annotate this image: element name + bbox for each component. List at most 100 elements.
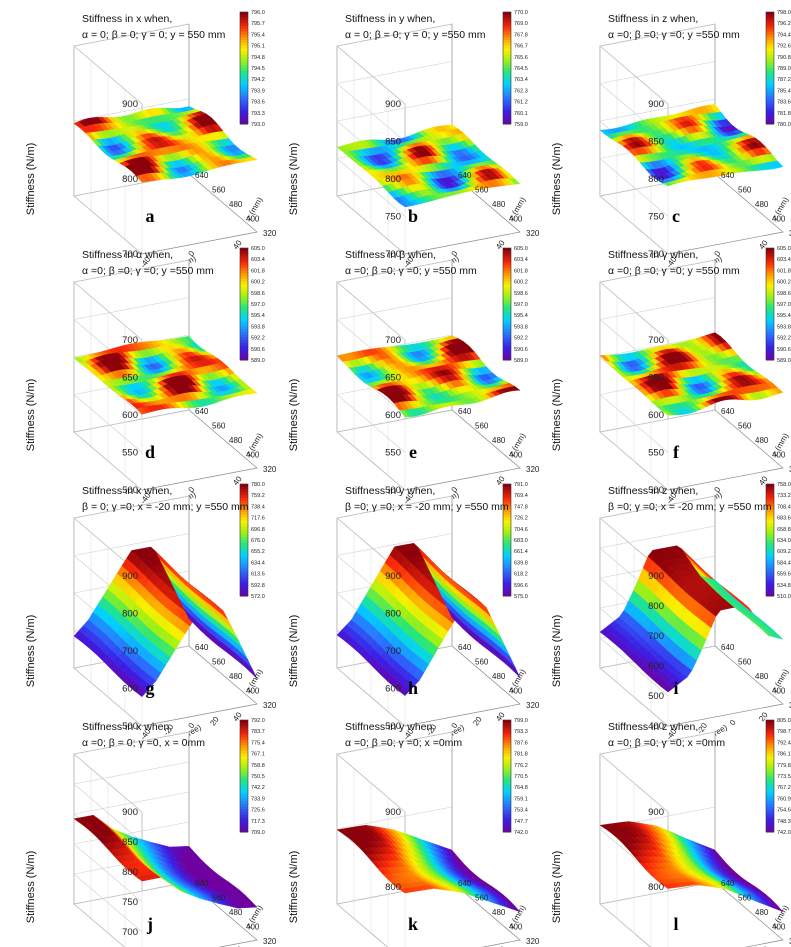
y-tick-label: 480 bbox=[755, 908, 769, 917]
colorbar-band bbox=[503, 790, 511, 794]
colorbar: 770.0 769.0 767.8 766.7 765.6 764.5 763.4 762.3… bbox=[502, 10, 528, 128]
colorbar-band bbox=[503, 256, 511, 260]
colorbar-band bbox=[503, 503, 511, 507]
colorbar-tick-label: 776.2 bbox=[514, 763, 528, 769]
colorbar-band bbox=[503, 26, 511, 30]
colorbar-band bbox=[503, 498, 511, 502]
title-line-2: α =0; β = 0; γ =0, x = 0mm bbox=[82, 737, 205, 749]
colorbar-band bbox=[240, 121, 248, 125]
y-tick-label: 480 bbox=[229, 200, 243, 209]
colorbar-band bbox=[240, 256, 248, 260]
colorbar-band bbox=[240, 792, 248, 797]
colorbar-band bbox=[766, 107, 774, 111]
colorbar-tick-label: 795.7 bbox=[251, 21, 265, 27]
colorbar-band bbox=[503, 764, 511, 769]
z-tick-label: 750 bbox=[648, 212, 664, 223]
colorbar-tick-label: 775.4 bbox=[251, 740, 265, 746]
colorbar-band bbox=[766, 498, 774, 502]
colorbar-band bbox=[503, 320, 511, 325]
colorbar-band bbox=[240, 526, 248, 530]
colorbar-band bbox=[503, 576, 511, 580]
colorbar-tick-label: 603.4 bbox=[514, 257, 528, 263]
colorbar-tick-label: 601.8 bbox=[251, 268, 265, 274]
colorbar-tick-label: 634.4 bbox=[251, 560, 265, 566]
colorbar-band bbox=[240, 87, 248, 91]
colorbar-band bbox=[766, 276, 774, 280]
z-tick-label: 800 bbox=[385, 882, 401, 893]
colorbar-band bbox=[766, 306, 774, 311]
colorbar-band bbox=[766, 778, 774, 783]
colorbar-band bbox=[240, 79, 248, 83]
colorbar-band bbox=[240, 739, 248, 743]
colorbar-band bbox=[240, 292, 248, 297]
colorbar-band bbox=[503, 756, 511, 760]
y-tick-label: 560 bbox=[738, 894, 752, 903]
panel-title: Stiffness in α when, α =0; β =0; γ =0; y … bbox=[82, 249, 214, 277]
colorbar-band bbox=[240, 326, 248, 330]
colorbar-band bbox=[503, 734, 511, 738]
colorbar-band bbox=[240, 725, 248, 729]
colorbar-tick-label: 683.0 bbox=[514, 538, 528, 544]
colorbar-band bbox=[766, 323, 774, 327]
colorbar-band bbox=[240, 798, 248, 802]
colorbar-band bbox=[240, 812, 248, 816]
surface-cell bbox=[709, 578, 722, 586]
colorbar-band bbox=[503, 267, 511, 271]
colorbar-band bbox=[240, 512, 248, 516]
colorbar-band bbox=[503, 500, 511, 505]
colorbar-band bbox=[766, 262, 774, 266]
colorbar-band bbox=[766, 495, 774, 499]
colorbar-band bbox=[503, 20, 511, 24]
colorbar-tick-label: 793.6 bbox=[251, 100, 265, 106]
colorbar-band bbox=[766, 68, 774, 72]
colorbar-band bbox=[503, 823, 511, 827]
colorbar-band bbox=[766, 82, 774, 86]
colorbar-band bbox=[766, 489, 774, 493]
colorbar-band bbox=[503, 573, 511, 577]
colorbar-band bbox=[766, 517, 774, 521]
z-axis: 400 500 600 700 800 900 Stiffness (N/m) bbox=[551, 571, 664, 732]
colorbar-band bbox=[503, 551, 511, 555]
colorbar-band bbox=[503, 579, 511, 583]
z-tick-label: 650 bbox=[385, 373, 401, 384]
colorbar-band bbox=[766, 776, 774, 780]
colorbar-band bbox=[766, 773, 774, 777]
colorbar-tick-label: 769.4 bbox=[514, 493, 528, 499]
z-axis-label: Stiffness (N/m) bbox=[288, 379, 300, 452]
z-tick-label: 700 bbox=[385, 249, 401, 260]
x-axis: 520560600y (mm) bbox=[756, 944, 771, 947]
colorbar-band bbox=[766, 309, 774, 313]
colorbar-frame bbox=[239, 11, 249, 125]
colorbar-band bbox=[503, 584, 511, 589]
colorbar-band bbox=[503, 12, 511, 16]
surface-cell bbox=[709, 332, 722, 339]
colorbar-band bbox=[240, 65, 248, 69]
colorbar-band bbox=[240, 528, 248, 533]
colorbar-band bbox=[503, 270, 511, 274]
y-tick-label: 560 bbox=[212, 658, 226, 667]
colorbar-band bbox=[503, 48, 511, 52]
colorbar-band bbox=[240, 559, 248, 563]
y-tick-label: 640 bbox=[721, 171, 735, 180]
z-tick-label: 700 bbox=[122, 335, 138, 346]
colorbar-band bbox=[240, 253, 248, 257]
colorbar-band bbox=[240, 770, 248, 774]
colorbar-band bbox=[240, 531, 248, 535]
x-tick-label: 600 bbox=[230, 944, 245, 947]
colorbar-tick-label: 789.0 bbox=[777, 66, 791, 72]
colorbar-band bbox=[766, 514, 774, 519]
colorbar-band bbox=[766, 573, 774, 577]
colorbar-band bbox=[766, 84, 774, 89]
colorbar-band bbox=[503, 37, 511, 41]
title-line-1: Stiffness in γ when, bbox=[608, 249, 698, 261]
colorbar-tick-label: 769.0 bbox=[514, 21, 528, 27]
surface-cell bbox=[446, 124, 459, 130]
colorbar-band bbox=[766, 112, 774, 117]
colorbar-band bbox=[503, 728, 511, 732]
z-tick-label: 600 bbox=[648, 661, 664, 672]
colorbar-tick-label: 764.8 bbox=[514, 785, 528, 791]
x-axis: 520560600y (mm) bbox=[230, 944, 245, 947]
x-axis: 520560600y (mm) bbox=[493, 944, 508, 947]
